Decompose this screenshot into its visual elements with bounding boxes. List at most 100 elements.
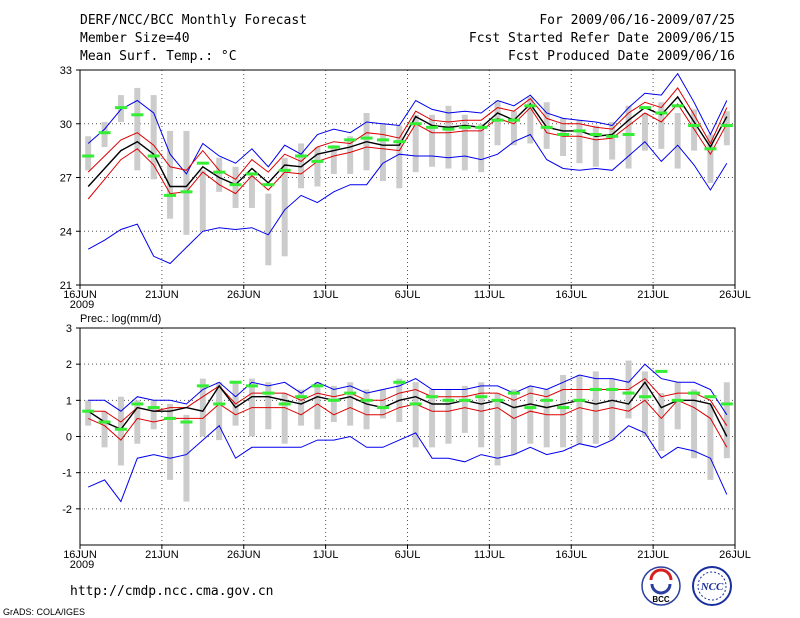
median-marker bbox=[278, 168, 291, 172]
member-range-bar bbox=[576, 375, 583, 444]
series-min-line bbox=[87, 133, 728, 265]
series-max-line bbox=[88, 363, 728, 416]
member-range-bar bbox=[281, 393, 288, 444]
x-tick-label: 21JUL bbox=[637, 289, 669, 301]
median-marker bbox=[507, 391, 520, 395]
ncc-logo: NCC bbox=[692, 566, 732, 606]
median-marker bbox=[295, 395, 308, 399]
member-range-bar bbox=[478, 123, 485, 173]
member-range-bar bbox=[445, 389, 452, 444]
median-marker bbox=[262, 391, 275, 395]
median-marker bbox=[589, 133, 602, 136]
plot-frame bbox=[79, 327, 736, 546]
member-range-bar bbox=[625, 105, 632, 169]
member-range-bar bbox=[314, 382, 321, 430]
median-marker bbox=[131, 402, 144, 406]
median-marker bbox=[360, 398, 373, 402]
member-range-bar bbox=[429, 389, 436, 448]
median-marker bbox=[327, 145, 340, 149]
member-range-bar bbox=[543, 389, 550, 448]
member-range-bar bbox=[560, 375, 567, 448]
member-range-bar bbox=[330, 385, 337, 423]
temperature-panel: 21 24 27 30 33 16JUN 21JUN 26JUN 1JUL 6JUL 11JUL 16… bbox=[60, 65, 751, 311]
median-marker bbox=[393, 140, 406, 144]
median-marker bbox=[573, 398, 586, 402]
source-url[interactable]: http://cmdp.ncc.cma.gov.cn bbox=[70, 584, 274, 599]
median-marker bbox=[704, 147, 717, 151]
series-mean-line bbox=[87, 95, 728, 188]
member-range-bar bbox=[510, 389, 517, 455]
plot-frame bbox=[79, 69, 736, 286]
y-tick-label: 27 bbox=[60, 173, 72, 185]
median-marker bbox=[245, 172, 258, 176]
member-range-bar bbox=[461, 114, 468, 171]
median-marker bbox=[114, 106, 127, 110]
member-range-bar bbox=[592, 371, 599, 444]
median-marker bbox=[720, 124, 733, 128]
y-tick-label: 33 bbox=[60, 65, 72, 77]
x-year-label: 2009 bbox=[70, 299, 94, 311]
median-marker bbox=[524, 104, 537, 108]
y-tick-label: -2 bbox=[62, 504, 72, 516]
y-tick-label: 30 bbox=[60, 119, 72, 131]
member-range-bar bbox=[248, 175, 255, 208]
x-tick-label: 1JUL bbox=[313, 289, 339, 301]
bcc-logo: BCC bbox=[641, 566, 681, 606]
median-marker bbox=[196, 161, 209, 165]
x-tick-label: 16JUN bbox=[63, 289, 97, 301]
y-tick-label: 24 bbox=[60, 226, 72, 238]
series-lower-line bbox=[87, 399, 728, 448]
series-mean-line bbox=[87, 381, 728, 437]
y-tick-label: 0 bbox=[66, 432, 72, 444]
median-marker bbox=[622, 133, 635, 136]
member-range-bar bbox=[150, 400, 157, 430]
median-marker bbox=[131, 113, 144, 117]
member-range-bar bbox=[167, 403, 174, 480]
x-tick-label: 26JUL bbox=[719, 549, 751, 561]
member-range-bar bbox=[265, 193, 272, 266]
member-range-bar bbox=[723, 111, 730, 146]
member-range-bar bbox=[658, 102, 665, 149]
median-marker bbox=[82, 409, 95, 413]
member-range-bar bbox=[396, 125, 403, 189]
member-range-bar bbox=[560, 118, 567, 156]
median-marker bbox=[229, 183, 242, 187]
median-marker bbox=[376, 138, 389, 142]
median-marker bbox=[475, 125, 488, 129]
series-min-line bbox=[87, 424, 728, 503]
median-marker bbox=[376, 406, 389, 410]
y-tick-label: 1 bbox=[66, 395, 72, 407]
median-marker bbox=[540, 125, 553, 129]
median-marker bbox=[262, 183, 275, 187]
median-marker bbox=[213, 170, 226, 174]
member-range-bar bbox=[609, 378, 616, 441]
y-tick-label: 3 bbox=[66, 323, 72, 335]
member-range-bar bbox=[592, 125, 599, 167]
median-marker bbox=[82, 154, 95, 158]
series-upper-line bbox=[88, 377, 728, 426]
member-range-bar bbox=[510, 111, 517, 146]
median-marker bbox=[442, 127, 455, 131]
grads-credit: GrADS: COLA/IGES bbox=[3, 607, 85, 617]
median-marker bbox=[671, 104, 684, 108]
median-marker bbox=[426, 395, 439, 399]
series-upper-line bbox=[87, 87, 728, 180]
member-range-bar bbox=[707, 403, 714, 480]
median-marker bbox=[147, 406, 160, 410]
member-range-bar bbox=[412, 114, 419, 173]
member-range-bar bbox=[363, 389, 370, 430]
member-range-bar bbox=[674, 382, 681, 430]
member-range-bar bbox=[494, 100, 501, 146]
median-marker bbox=[442, 398, 455, 402]
member-range-bar bbox=[85, 400, 92, 426]
median-marker bbox=[344, 391, 357, 395]
series-max-line bbox=[87, 72, 728, 175]
member-range-bar bbox=[183, 414, 190, 502]
median-marker bbox=[458, 398, 471, 402]
member-range-bar bbox=[134, 87, 141, 171]
median-marker bbox=[688, 124, 701, 128]
member-range-bar bbox=[281, 157, 288, 257]
median-marker bbox=[278, 402, 291, 406]
median-marker bbox=[164, 193, 177, 197]
